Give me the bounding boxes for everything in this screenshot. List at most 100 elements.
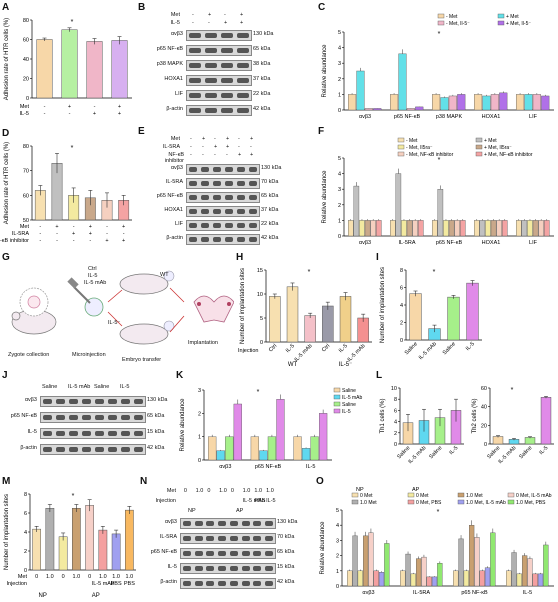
blot-row bbox=[40, 444, 146, 455]
condition-value: + bbox=[89, 224, 92, 230]
legend-swatch bbox=[333, 401, 341, 407]
blot-row bbox=[186, 206, 260, 217]
blot-band bbox=[55, 399, 66, 404]
condition-value: 1.0 bbox=[126, 574, 134, 580]
blot-condition-value: + bbox=[250, 152, 254, 158]
legend-label: - Met bbox=[406, 138, 418, 144]
significance-mark: * bbox=[433, 269, 436, 276]
blot-condition-value: PBS bbox=[254, 498, 266, 504]
blot-kda-label: 42 kDa bbox=[277, 579, 295, 585]
blot-protein-label: αvβ3 bbox=[164, 519, 177, 525]
bar bbox=[363, 535, 369, 587]
condition-value: - bbox=[106, 231, 108, 237]
blot-condition-label: Met bbox=[166, 488, 176, 494]
bar bbox=[521, 555, 528, 587]
blot-band bbox=[188, 181, 198, 186]
significance-mark: * bbox=[308, 269, 311, 276]
panel-label-d: D bbox=[2, 128, 10, 139]
blot-condition-value: 1.0 bbox=[242, 488, 251, 494]
legend-swatch bbox=[507, 499, 515, 505]
blot-condition-value: - bbox=[190, 136, 192, 142]
condition-value: - bbox=[44, 104, 46, 110]
bar bbox=[250, 436, 259, 461]
blot-condition-value: - bbox=[214, 136, 216, 142]
y-tick-label: 6 bbox=[400, 286, 403, 292]
blot-band bbox=[218, 566, 227, 571]
blot-condition-value: 0 bbox=[183, 488, 187, 494]
legend-label: 0 Met, PBS bbox=[416, 500, 442, 506]
condition-value: 1.0 bbox=[73, 574, 81, 580]
bar bbox=[538, 220, 544, 237]
blot-band bbox=[182, 551, 191, 556]
blot-band bbox=[205, 78, 217, 83]
blot-row bbox=[186, 60, 252, 71]
blot-condition-value: - bbox=[202, 144, 204, 150]
y-tick-label: 0 bbox=[484, 442, 487, 448]
legend-label: 0 Met, IL-5 mAb bbox=[516, 493, 552, 499]
uterus-implantation-icon bbox=[193, 295, 234, 323]
western-blot-n: αvβ3 130 kDa IL-5RA 70 kDa p65 NF-κB 65 kDa IL… bbox=[146, 486, 316, 600]
blot-band bbox=[81, 431, 92, 436]
bar bbox=[463, 570, 469, 587]
blot-band bbox=[248, 181, 258, 186]
blot-band bbox=[133, 431, 144, 436]
y-tick-label: 8 bbox=[394, 397, 397, 403]
condition-value: 1.0 bbox=[46, 574, 54, 580]
blot-kda-label: 65 kDa bbox=[147, 413, 165, 419]
blot-kda-label: 22 kDa bbox=[261, 221, 279, 227]
blot-protein-label: β-actin bbox=[166, 235, 183, 241]
bar bbox=[440, 97, 449, 111]
bar bbox=[406, 108, 415, 111]
bar bbox=[454, 220, 460, 237]
chart-k: 0 1 2 3 Relative abundance αvβ3 p65 NF-κB IL-5 *… bbox=[180, 387, 363, 470]
condition-value: + bbox=[118, 104, 121, 110]
blot-band bbox=[236, 237, 246, 242]
condition-row-label: Met bbox=[20, 224, 30, 230]
blot-band bbox=[182, 566, 191, 571]
blot-band bbox=[237, 93, 249, 98]
g-label-microinjection: Microinjection bbox=[72, 352, 106, 358]
y-tick-label: 2 bbox=[394, 431, 397, 437]
blot-band bbox=[236, 181, 246, 186]
blot-kda-label: 130 kDa bbox=[147, 397, 168, 403]
blot-band bbox=[212, 181, 222, 186]
blot-band bbox=[248, 195, 258, 200]
blot-row bbox=[180, 563, 276, 574]
blot-condition-label: Injection bbox=[155, 498, 177, 504]
panel-label-e: E bbox=[138, 126, 145, 137]
blot-kda-label: 130 kDa bbox=[277, 519, 298, 525]
y-tick-label: 0 bbox=[24, 568, 27, 574]
bar bbox=[541, 95, 550, 111]
panel-label-j: J bbox=[2, 370, 8, 381]
blot-band bbox=[212, 167, 222, 172]
x-tick-label: LIF bbox=[529, 240, 538, 246]
chart-c: 0 1 2 3 4 5 Relative abundance αvβ3 p65 NF-κB p38… bbox=[322, 13, 554, 120]
y-tick-label: 8 bbox=[24, 492, 27, 498]
blot-kda-label: 65 kDa bbox=[261, 193, 279, 199]
blot-band bbox=[205, 33, 217, 38]
chart-o: 0 1 2 3 4 5 Relative abundance αvβ3 IL-5RA p65 NF… bbox=[320, 487, 554, 596]
blot-kda-label: 42 kDa bbox=[261, 235, 279, 241]
blot-band bbox=[265, 581, 274, 586]
blot-protein-label: β-actin bbox=[160, 579, 177, 585]
legend-label: 1.0 Met bbox=[466, 493, 483, 499]
blot-band bbox=[265, 566, 274, 571]
blot-band bbox=[212, 223, 222, 228]
blot-band bbox=[221, 93, 233, 98]
blot-protein-label: p65 NF-κB bbox=[150, 549, 177, 555]
bar bbox=[540, 397, 552, 445]
blot-band bbox=[236, 195, 246, 200]
condition-value: - bbox=[89, 238, 91, 244]
blot-band bbox=[200, 223, 210, 228]
y-tick-label: 5 bbox=[336, 508, 339, 514]
legend-label: IL-5 bbox=[342, 409, 351, 415]
bar bbox=[527, 558, 533, 587]
blot-band bbox=[120, 447, 131, 452]
blot-kda-label: 37 kDa bbox=[261, 207, 279, 213]
blot-band bbox=[68, 415, 79, 420]
y-axis-label: Adhesion rate of HTR cells (%) bbox=[4, 18, 10, 100]
g-label-implantation: Implantation bbox=[188, 340, 218, 346]
bar bbox=[532, 573, 538, 587]
blot-condition-value: 1.0 bbox=[266, 488, 274, 494]
bar bbox=[524, 94, 533, 111]
